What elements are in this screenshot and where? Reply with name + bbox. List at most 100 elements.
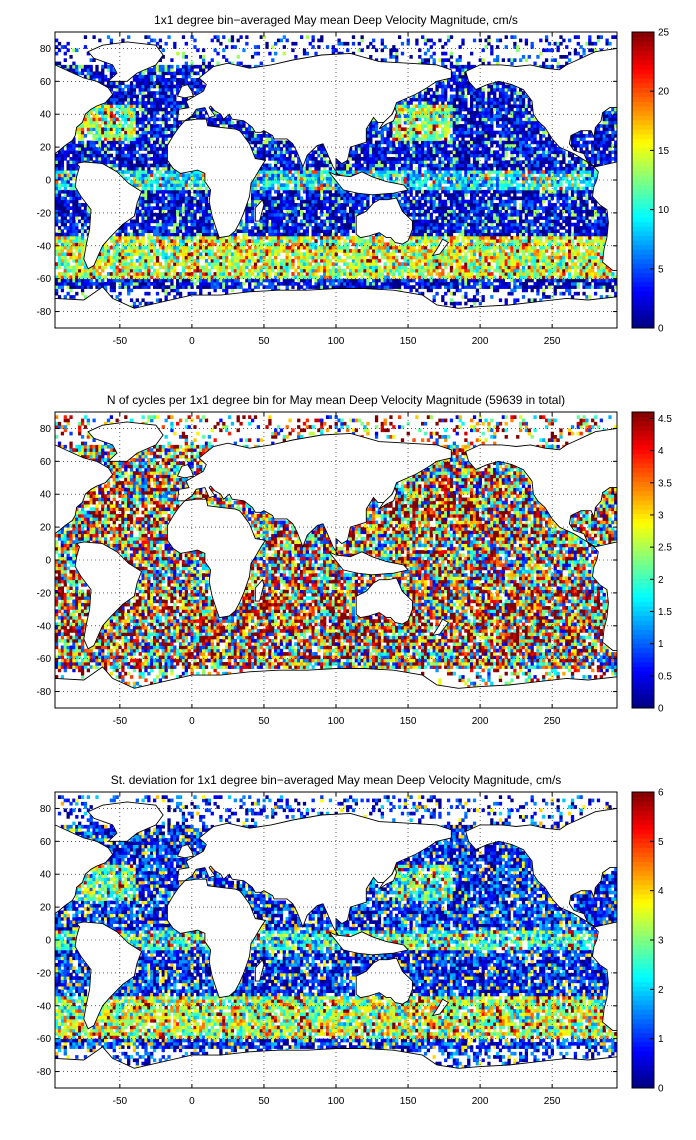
heatmap-cell <box>317 183 321 187</box>
heatmap-cell <box>351 209 356 214</box>
heatmap-cell <box>164 176 168 181</box>
heatmap-cell <box>544 265 549 270</box>
heatmap-cell <box>504 301 508 306</box>
heatmap-cell <box>418 245 422 250</box>
heatmap-cell <box>409 189 413 194</box>
heatmap-cell <box>66 235 70 240</box>
heatmap-cell <box>490 219 494 224</box>
heatmap-cell <box>121 229 125 234</box>
heatmap-cell <box>542 281 546 286</box>
heatmap-cell <box>608 295 612 299</box>
heatmap-cell <box>504 209 508 214</box>
heatmap-cell <box>276 212 281 217</box>
heatmap-cell <box>132 275 137 280</box>
heatmap-cell <box>415 219 419 224</box>
heatmap-cell <box>109 245 114 250</box>
heatmap-cell <box>547 235 552 240</box>
heatmap-cell <box>89 275 93 280</box>
heatmap-cell <box>250 219 255 224</box>
heatmap-cell <box>498 265 503 270</box>
heatmap-cell <box>559 245 563 250</box>
heatmap-cell <box>305 180 310 184</box>
heatmap-cell <box>340 216 344 220</box>
heatmap-cell <box>426 252 431 257</box>
heatmap-cell <box>144 209 148 214</box>
heatmap-cell <box>155 285 160 289</box>
heatmap-cell <box>475 245 480 250</box>
heatmap-cell <box>101 278 105 283</box>
heatmap-cell <box>55 249 59 253</box>
heatmap-cell <box>464 183 468 187</box>
heatmap-cell <box>176 249 180 253</box>
heatmap-cell <box>374 255 379 260</box>
heatmap-cell <box>533 212 537 217</box>
heatmap-cell <box>161 199 165 204</box>
heatmap-cell <box>69 176 73 181</box>
heatmap-cell <box>484 245 488 250</box>
heatmap-cell <box>236 278 240 283</box>
heatmap-cell <box>553 229 557 234</box>
heatmap-cell <box>83 229 88 234</box>
heatmap-cell <box>484 265 488 270</box>
heatmap-cell <box>115 242 119 247</box>
heatmap-cell <box>547 255 552 260</box>
heatmap-cell <box>363 242 367 247</box>
heatmap-cell <box>467 176 471 181</box>
heatmap-cell <box>386 285 390 289</box>
heatmap-cell <box>83 203 88 207</box>
heatmap-cell <box>421 278 425 283</box>
heatmap-cell <box>579 255 583 260</box>
heatmap-cell <box>291 209 295 214</box>
heatmap-cell <box>539 232 543 237</box>
heatmap-cell <box>446 285 451 289</box>
heatmap-cell <box>351 278 356 283</box>
heatmap-cell <box>320 189 324 194</box>
heatmap-cell <box>55 265 59 270</box>
heatmap-cell <box>299 239 304 243</box>
heatmap-cell <box>441 235 445 240</box>
heatmap-cell <box>239 242 243 247</box>
heatmap-cell <box>516 222 520 227</box>
heatmap-cell <box>176 180 180 184</box>
heatmap-cell <box>553 203 557 207</box>
heatmap-cell <box>516 265 520 270</box>
heatmap-cell <box>187 189 191 194</box>
heatmap-cell <box>501 239 505 243</box>
heatmap-cell <box>582 189 586 194</box>
heatmap-cell <box>576 219 580 224</box>
heatmap-cell <box>346 249 350 253</box>
heatmap-cell <box>346 285 350 289</box>
heatmap-cell <box>305 258 310 263</box>
heatmap-cell <box>372 281 376 286</box>
heatmap-cell <box>588 295 592 299</box>
heatmap-cell <box>285 275 289 280</box>
heatmap-cell <box>377 249 382 253</box>
heatmap-cell <box>449 226 454 230</box>
heatmap-cell <box>78 281 82 286</box>
heatmap-cell <box>568 245 572 250</box>
heatmap-cell <box>559 272 563 276</box>
heatmap-cell <box>461 232 465 237</box>
heatmap-cell <box>314 186 318 191</box>
heatmap-cell <box>256 255 261 260</box>
heatmap-cell <box>412 212 416 217</box>
heatmap-cell <box>150 229 154 234</box>
heatmap-cell <box>181 235 186 240</box>
heatmap-cell <box>521 219 526 224</box>
heatmap-cell <box>176 278 180 283</box>
heatmap-cell <box>605 281 609 286</box>
heatmap-cell <box>409 272 413 276</box>
heatmap-cell <box>438 265 442 270</box>
heatmap-cell <box>487 242 491 247</box>
heatmap-cell <box>599 232 603 237</box>
heatmap-cell <box>467 186 471 191</box>
heatmap-cell <box>591 275 595 280</box>
heatmap-cell <box>167 291 171 296</box>
heatmap-cell <box>204 268 209 273</box>
heatmap-cell <box>193 275 197 280</box>
heatmap-cell <box>285 176 289 181</box>
heatmap-cell <box>210 255 214 260</box>
heatmap-cell <box>302 255 307 260</box>
heatmap-cell <box>553 255 557 260</box>
heatmap-cell <box>484 183 488 187</box>
